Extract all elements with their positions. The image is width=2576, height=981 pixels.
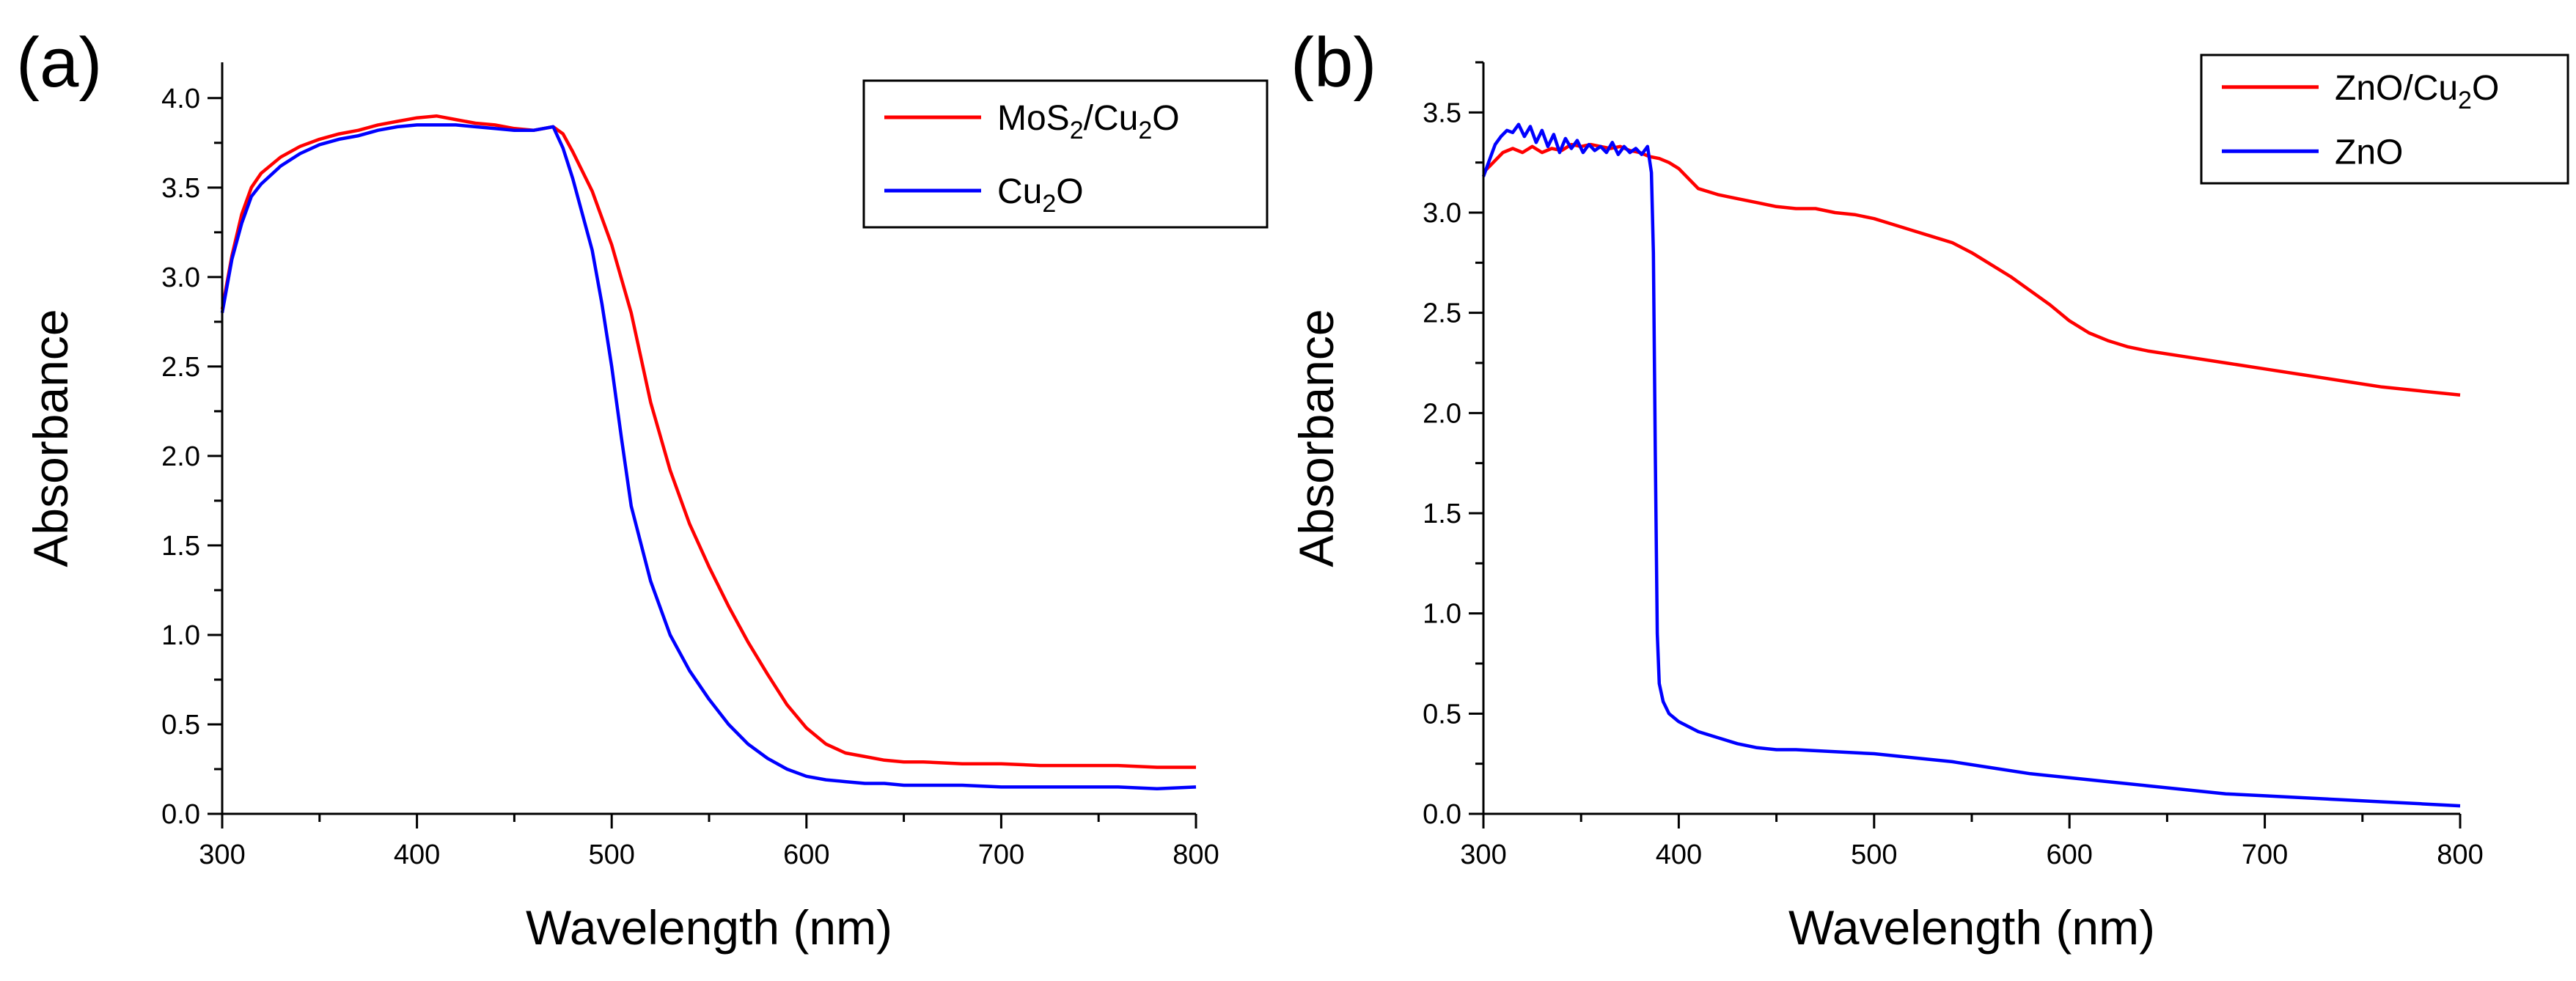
chart-1: (a) 300 400 500 600 700 800 0.0 0.5 1.0 1.5 2.0 2.5 3… — [16, 23, 1269, 955]
chart-2-series-zno-line — [1481, 122, 2461, 808]
chart-1-series-cu2o-line — [220, 123, 1197, 791]
chart-1-x-tick-label: 600 — [783, 839, 829, 870]
chart-1-y-tick-label: 2.0 — [161, 441, 200, 472]
chart-1-y-tick-label: 4.0 — [161, 84, 200, 114]
chart-1-y-tick-label: 3.0 — [161, 262, 200, 293]
chart-1-y-axis-title: Absorbance — [23, 309, 78, 567]
chart-2-y-tick-label: 0.0 — [1423, 799, 1461, 830]
chart-1-legend-label: Cu2O — [997, 172, 1084, 218]
chart-2-panel-label: (b) — [1291, 23, 1376, 102]
chart-2-x-tick-label: 600 — [2046, 839, 2092, 870]
chart-1-legend-label: MoS2/Cu2O — [997, 99, 1180, 144]
chart-1-x-tick-label: 800 — [1173, 839, 1219, 870]
chart-2-x-tick-label: 800 — [2437, 839, 2483, 870]
chart-2-y-tick-label: 3.0 — [1423, 198, 1461, 229]
chart-1-x-tick-label: 400 — [394, 839, 440, 870]
chart-2-x-tick-label: 400 — [1656, 839, 1702, 870]
chart-1-x-axis-title: Wavelength (nm) — [526, 900, 892, 955]
chart-1-x-tick-label: 700 — [978, 839, 1024, 870]
chart-1-panel-label: (a) — [16, 23, 102, 102]
chart-2-x-tick-label: 700 — [2242, 839, 2288, 870]
chart-2-legend-box — [2200, 54, 2569, 185]
chart-1-y-tick-label: 2.5 — [161, 352, 200, 383]
chart-2-x-tick-label: 500 — [1851, 839, 1897, 870]
chart-2-y-axis-title: Absorbance — [1289, 309, 1343, 567]
chart-1-legend-box — [862, 79, 1269, 229]
chart-1-x-tick-label: 500 — [588, 839, 634, 870]
chart-2-y-tick-label: 1.5 — [1423, 499, 1461, 529]
chart-2-x-axis-title: Wavelength (nm) — [1788, 900, 2155, 955]
chart-2-y-tick-label: 1.0 — [1423, 599, 1461, 630]
chart-1-y-tick-label: 0.5 — [161, 710, 200, 741]
chart-1-y-tick-label: 3.5 — [161, 173, 200, 204]
chart-1-y-tick-label: 1.5 — [161, 531, 200, 562]
chart-2: (b) 300 400 500 600 700 800 0.0 0.5 1.0 1.5 2.0 2.5 3… — [1289, 23, 2569, 955]
chart-2-y-tick-label: 2.5 — [1423, 298, 1461, 329]
chart-1-x-tick-label: 300 — [199, 839, 245, 870]
chart-2-legend: ZnO/Cu2O ZnO — [2200, 54, 2569, 185]
chart-2-y-tick-label: 2.0 — [1423, 398, 1461, 429]
chart-2-legend-label: ZnO/Cu2O — [2335, 69, 2499, 114]
chart-2-series-zno-cu2o-line — [1482, 142, 2461, 397]
chart-2-y-tick-label: 0.5 — [1423, 699, 1461, 730]
chart-1-y-tick-label: 0.0 — [161, 799, 200, 830]
chart-1-series-mos2-cu2o-line — [220, 114, 1196, 769]
chart-2-x-tick-label: 300 — [1460, 839, 1506, 870]
chart-2-legend-label: ZnO — [2335, 133, 2403, 172]
chart-1-y-tick-label: 1.0 — [161, 620, 200, 651]
chart-2-y-tick-label: 3.5 — [1423, 98, 1461, 128]
chart-1-legend: MoS2/Cu2O Cu2O — [862, 79, 1269, 229]
